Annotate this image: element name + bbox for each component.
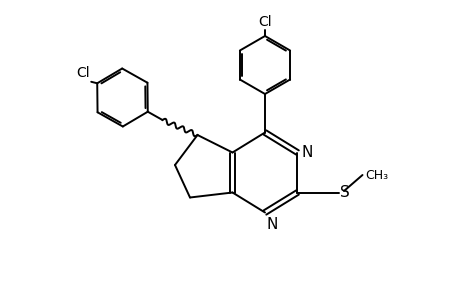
Text: Cl: Cl: [76, 66, 90, 80]
Text: CH₃: CH₃: [364, 169, 387, 182]
Text: N: N: [266, 217, 278, 232]
Text: Cl: Cl: [257, 14, 271, 28]
Text: S: S: [339, 184, 349, 200]
Text: N: N: [301, 145, 312, 160]
